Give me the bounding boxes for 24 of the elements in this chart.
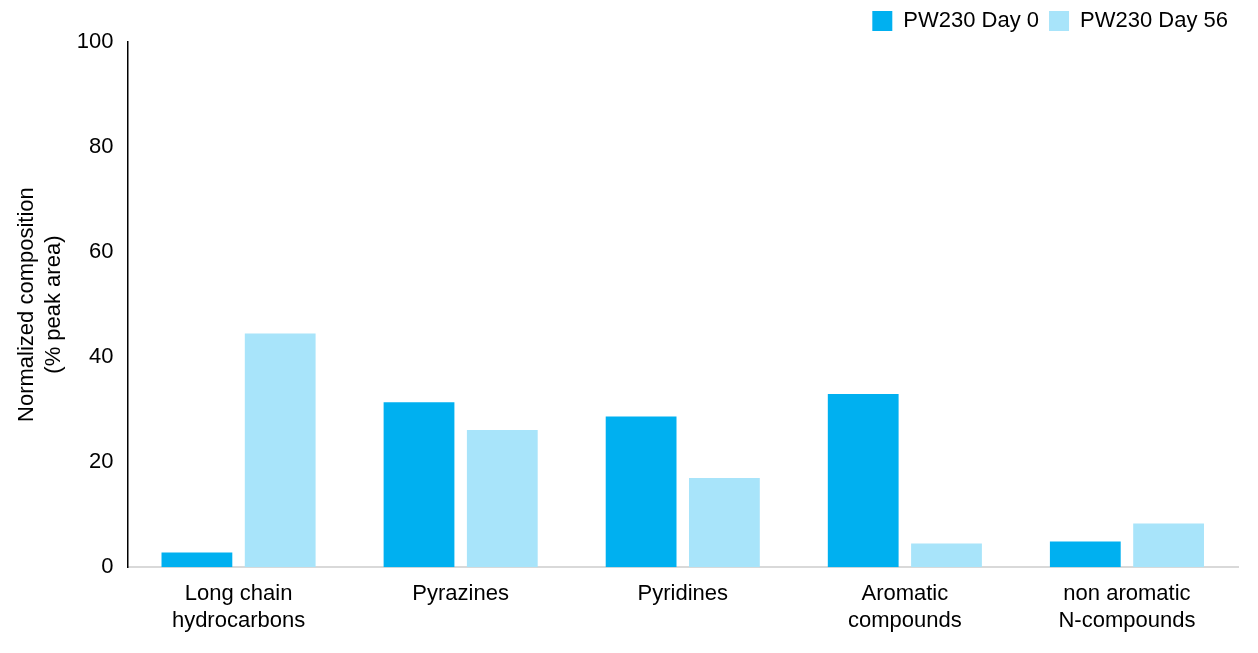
bar <box>689 477 760 568</box>
y-tick-label: 20 <box>89 448 114 474</box>
x-tick-label: Aromatic compounds <box>847 580 962 632</box>
x-tick-label: Long chain hydrocarbons <box>171 580 306 632</box>
bar <box>244 333 316 568</box>
bar <box>466 430 538 568</box>
x-tick-label: Pyridines <box>637 580 728 606</box>
y-tick-label: 80 <box>89 133 114 159</box>
bar <box>1049 541 1121 568</box>
bar <box>161 552 233 568</box>
legend-label: PW230 Day 56 <box>1080 7 1229 33</box>
y-tick-label: 40 <box>89 343 114 369</box>
x-tick-label: Pyrazines <box>412 580 509 606</box>
x-tick-label: non aromatic N-compounds <box>1058 580 1196 632</box>
legend-label: PW230 Day 0 <box>903 7 1040 33</box>
y-tick-label: 0 <box>101 553 114 579</box>
bar <box>383 402 455 568</box>
bar <box>605 416 677 568</box>
bar <box>1133 523 1204 568</box>
bar <box>827 393 899 568</box>
y-axis-title: Normalized composition (% peak area) <box>13 187 65 422</box>
bar <box>911 543 982 568</box>
y-tick-label: 60 <box>89 238 114 264</box>
y-tick-label: 100 <box>76 28 114 54</box>
